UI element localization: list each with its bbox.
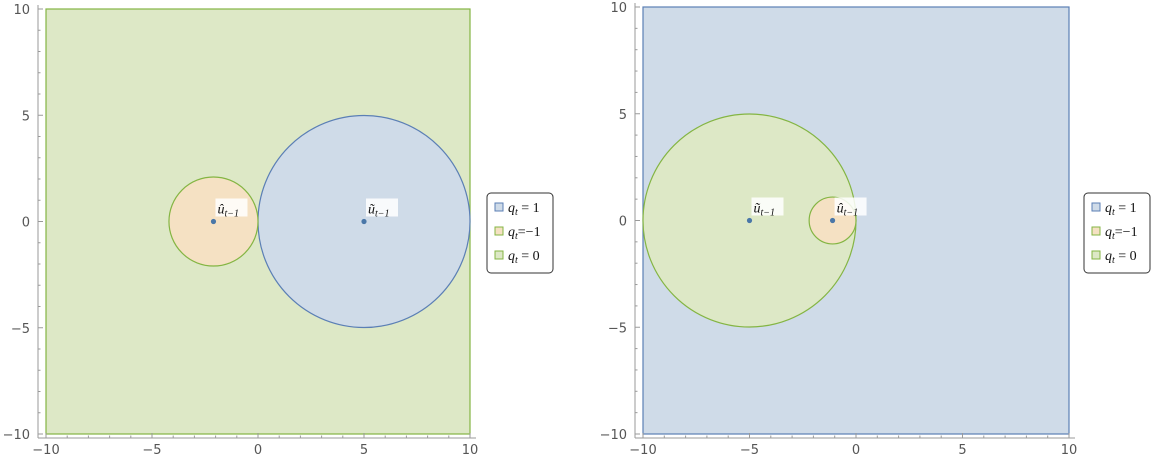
point-label-base: û xyxy=(837,202,844,217)
y-tick-label: −10 xyxy=(600,428,627,443)
point-label-subscript: t−1 xyxy=(844,208,859,219)
x-tick-label: −5 xyxy=(740,443,759,458)
legend-label-subscript: t xyxy=(515,207,518,218)
point-label-box xyxy=(366,198,398,217)
legend-label-base: q xyxy=(508,201,515,216)
legend-label-q1: qt = 1 xyxy=(508,201,540,218)
data-point xyxy=(746,217,753,224)
point-label-subscript: t−1 xyxy=(224,209,239,220)
y-tick-label: −10 xyxy=(3,428,30,443)
y-tick-label: 0 xyxy=(619,215,627,230)
legend-label-q0: qt = 0 xyxy=(508,249,540,266)
legend-swatch-q1 xyxy=(1091,202,1101,212)
legend-label-value: = 0 xyxy=(1115,249,1137,264)
legend-label-q0: qt = 0 xyxy=(1105,249,1137,266)
point-label-box xyxy=(215,198,248,217)
legend-label-subscript: t xyxy=(1112,207,1115,218)
point-label-box xyxy=(834,197,867,216)
x-tick-label: −10 xyxy=(32,443,59,458)
point-label: ũt−1 xyxy=(754,202,776,219)
y-tick-label: 5 xyxy=(619,108,627,123)
point-label: ût−1 xyxy=(217,203,239,220)
legend-label-value: = 1 xyxy=(1115,201,1137,216)
legend-label-value: = 0 xyxy=(518,249,540,264)
point-label-base: ũ xyxy=(368,203,375,218)
y-tick-label: 10 xyxy=(610,1,627,16)
data-point xyxy=(361,218,367,225)
y-tick-label: 0 xyxy=(22,216,30,231)
legend-label-value: =−1 xyxy=(1115,225,1138,240)
legend-swatch-qm1 xyxy=(494,226,504,236)
legend-swatch-q0 xyxy=(1091,250,1101,260)
legend-label-subscript: t xyxy=(1112,231,1115,242)
legend-label-subscript: t xyxy=(515,231,518,242)
x-tick-label: 0 xyxy=(852,443,860,458)
legend-label-value: = 1 xyxy=(518,201,540,216)
x-tick-label: 5 xyxy=(360,443,368,458)
y-tick-label: 10 xyxy=(13,3,30,18)
legend-label-base: q xyxy=(1105,249,1112,264)
legend-label-base: q xyxy=(508,249,515,264)
y-tick-label: −5 xyxy=(11,322,30,337)
point-label-subscript: t−1 xyxy=(375,209,390,220)
legend-label-subscript: t xyxy=(1112,255,1115,266)
legend-label-base: q xyxy=(1105,201,1112,216)
legend-label-q1: qt = 1 xyxy=(1105,201,1137,218)
point-label: ût−1 xyxy=(837,202,859,219)
legend-label-qm1: qt=−1 xyxy=(508,225,541,242)
data-point xyxy=(829,217,836,224)
legend-label-base: q xyxy=(1105,225,1112,240)
data-point xyxy=(210,218,217,225)
x-tick-label: 10 xyxy=(1061,443,1078,458)
legend-swatch-q0 xyxy=(494,250,504,260)
x-tick-label: −10 xyxy=(629,443,656,458)
legend: qt = 1qt=−1qt = 0 xyxy=(486,192,554,274)
x-tick-label: −5 xyxy=(142,443,161,458)
x-tick-label: 5 xyxy=(958,443,966,458)
y-tick-label: −5 xyxy=(608,321,627,336)
legend-swatch-qm1 xyxy=(1091,226,1101,236)
x-tick-label: 10 xyxy=(462,443,479,458)
y-tick-label: 5 xyxy=(22,109,30,124)
x-tick-label: 0 xyxy=(254,443,262,458)
legend-label-value: =−1 xyxy=(518,225,541,240)
point-label-base: û xyxy=(217,203,224,218)
legend-label-subscript: t xyxy=(515,255,518,266)
legend-swatch-q1 xyxy=(494,202,504,212)
legend-label-base: q xyxy=(508,225,515,240)
legend-label-qm1: qt=−1 xyxy=(1105,225,1138,242)
legend: qt = 1qt=−1qt = 0 xyxy=(1083,192,1151,274)
point-label-box xyxy=(751,197,784,216)
point-label-base: ũ xyxy=(754,202,761,217)
point-label: ũt−1 xyxy=(368,203,390,220)
point-label-subscript: t−1 xyxy=(761,208,776,219)
